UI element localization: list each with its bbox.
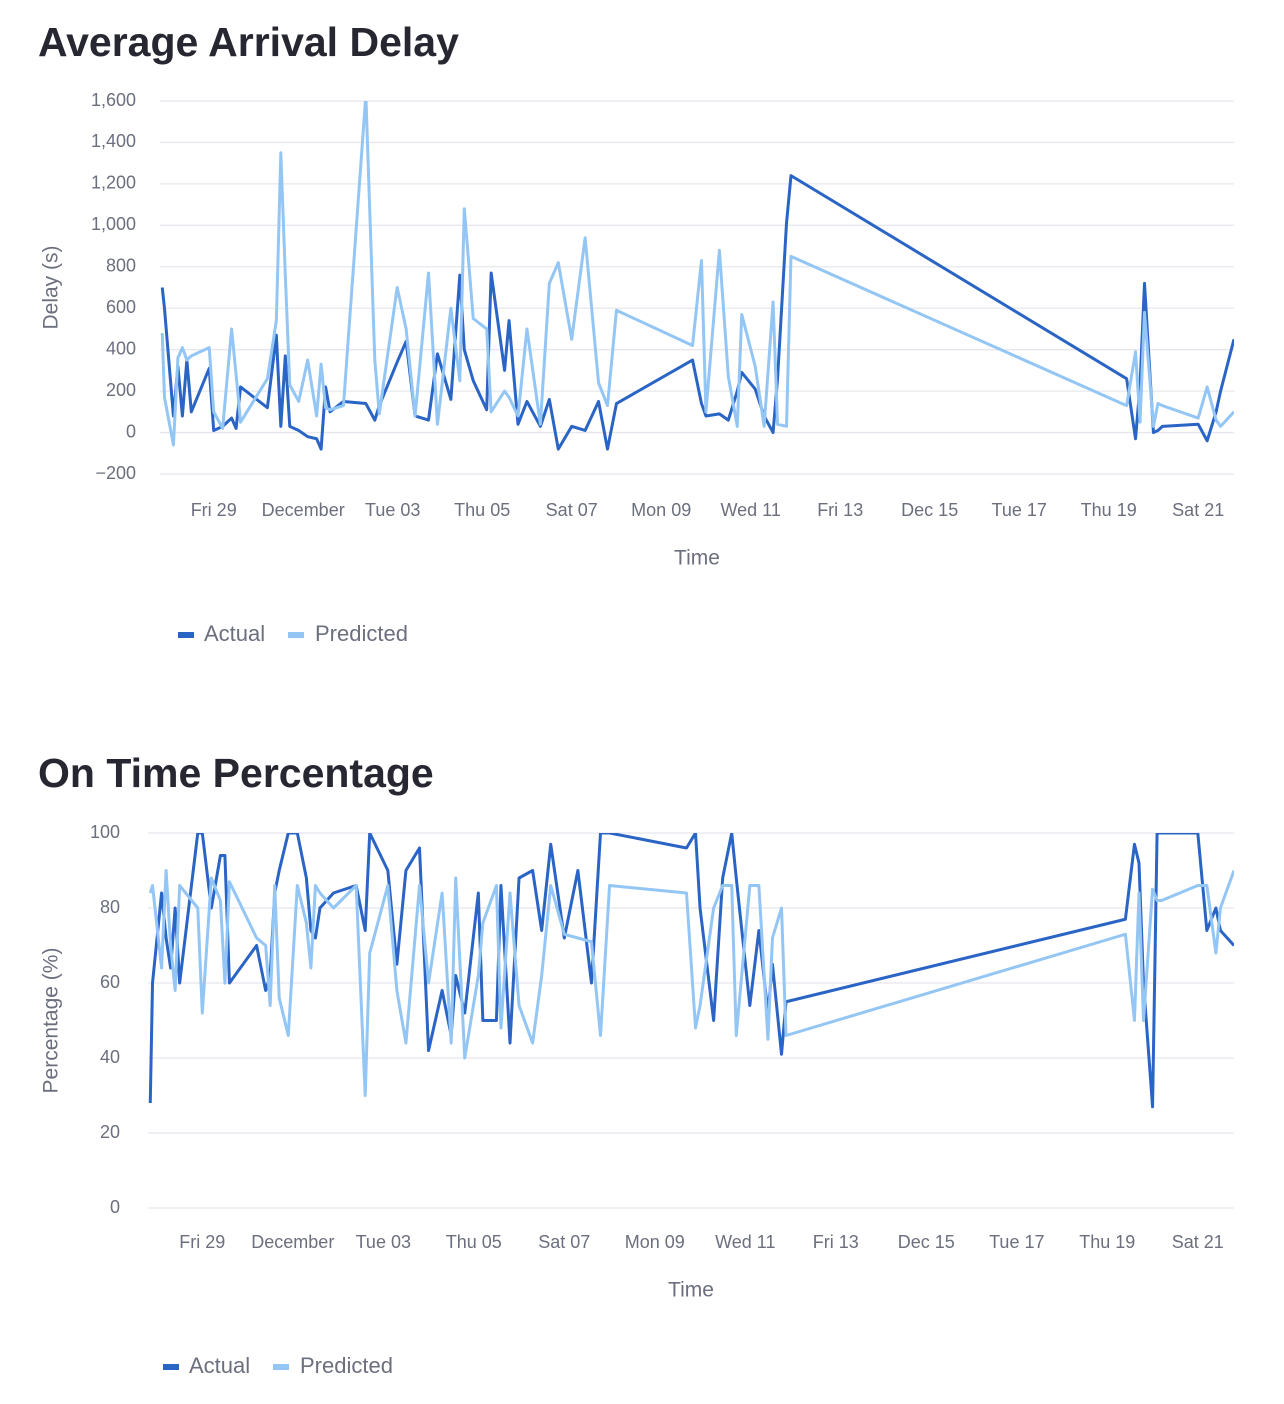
x-tick-label: Mon 09 (631, 500, 691, 520)
chart: Average Arrival Delay −200 0 200 400 600 800 1,… (38, 19, 1234, 646)
legend-label: Predicted (300, 1353, 393, 1378)
chart-title: Average Arrival Delay (38, 19, 459, 65)
legend-swatch (178, 632, 194, 638)
chart-title: On Time Percentage (38, 750, 434, 796)
legend-label: Actual (204, 621, 265, 646)
x-tick-label: Tue 17 (992, 500, 1047, 520)
x-tick-label: Sat 07 (546, 500, 598, 520)
x-tick-label: Mon 09 (625, 1232, 685, 1252)
y-tick-label: 200 (106, 380, 136, 400)
y-tick-label: 20 (100, 1122, 120, 1142)
legend-label: Predicted (315, 621, 408, 646)
x-tick-label: Tue 03 (365, 500, 420, 520)
x-tick-label: Thu 19 (1081, 500, 1137, 520)
x-tick-label: Tue 17 (989, 1232, 1044, 1252)
x-tick-label: Thu 05 (454, 500, 510, 520)
y-tick-label: 80 (100, 897, 120, 917)
x-tick-label: Fri 13 (817, 500, 863, 520)
y-tick-label: 0 (126, 421, 136, 441)
y-axis-title: Delay (s) (40, 245, 63, 329)
y-tick-label: 100 (90, 822, 120, 842)
x-tick-label: Dec 15 (901, 500, 958, 520)
x-tick-label: Fri 13 (813, 1232, 859, 1252)
y-tick-label: 400 (106, 338, 136, 358)
x-tick-label: Wed 11 (721, 500, 781, 520)
x-axis-title: Time (674, 547, 720, 570)
legend-swatch (288, 632, 304, 638)
x-axis-title: Time (668, 1279, 714, 1302)
y-tick-label: 1,400 (91, 131, 136, 151)
y-tick-label: 1,000 (91, 214, 136, 234)
y-tick-label: 600 (106, 297, 136, 317)
y-tick-label: 60 (100, 972, 120, 992)
x-tick-label: Thu 05 (446, 1232, 502, 1252)
data-line (148, 869, 1234, 1097)
y-tick-label: 40 (100, 1047, 120, 1067)
x-tick-label: Fri 29 (179, 1232, 225, 1252)
y-tick-label: 800 (106, 256, 136, 276)
data-line (160, 101, 1234, 447)
x-tick-label: Wed 11 (715, 1232, 775, 1252)
x-tick-label: Sat 21 (1172, 1232, 1224, 1252)
x-tick-label: December (251, 1232, 334, 1252)
x-tick-label: Sat 07 (538, 1232, 590, 1252)
legend-swatch (163, 1364, 179, 1370)
y-tick-label: 1,600 (91, 90, 136, 110)
data-line (160, 174, 1234, 451)
y-tick-label: 0 (110, 1197, 120, 1217)
y-axis-title: Percentage (%) (40, 948, 63, 1094)
chart: On Time Percentage 0 20 40 60 80 100 Fri 29 Dece… (38, 750, 1234, 1378)
legend-label: Actual (189, 1353, 250, 1378)
x-tick-label: Tue 03 (356, 1232, 411, 1252)
x-tick-label: December (262, 500, 345, 520)
y-tick-label: −200 (95, 463, 136, 483)
x-tick-label: Sat 21 (1172, 500, 1224, 520)
x-tick-label: Dec 15 (898, 1232, 955, 1252)
x-tick-label: Thu 19 (1079, 1232, 1135, 1252)
legend-swatch (273, 1364, 289, 1370)
y-tick-label: 1,200 (91, 173, 136, 193)
x-tick-label: Fri 29 (191, 500, 237, 520)
